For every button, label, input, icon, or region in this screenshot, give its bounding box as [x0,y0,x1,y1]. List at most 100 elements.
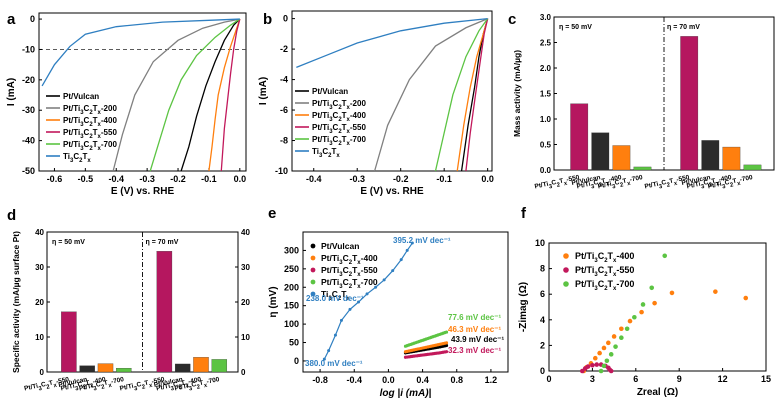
y-tick-label: 6 [540,289,545,299]
legend-label: Ti3C2Tx [312,147,340,159]
data-point [339,318,343,322]
label-part: 3 [594,272,598,278]
legend-label: Pt/Vulcan [63,92,99,101]
label-part: 3 [329,129,333,135]
label-part: -550 [350,123,367,132]
data-point [444,341,449,345]
data-point [590,362,595,368]
data-point [348,307,352,311]
y-tick-label: 1.0 [540,115,552,124]
label-part: C [598,265,605,275]
x-axis-label: Zreal (Ω) [637,387,678,398]
bar [97,363,114,373]
data-point [639,309,644,315]
label-part: Pt/Ti [576,181,591,191]
category-label: Pt/Ti3C2Tx-550 [119,376,166,395]
category-label: Pt/Ti3C2Tx-700 [78,376,125,395]
legend-label: Ti3C2Tx [321,289,350,302]
label-part: -400 [92,376,107,386]
label-part: x [627,181,632,188]
category-label: Pt/Ti3C2Tx-550 [24,376,71,395]
label-part: 3 [594,286,598,292]
label-part: T [608,251,614,261]
y-tick-label: -30 [22,105,35,115]
x-tick-label: -0.1 [201,174,217,184]
legend-swatch [310,279,316,285]
data-point [619,326,624,332]
label-part: 2 [101,384,106,391]
legend-label: Pt/Ti3C2Tx-400 [312,111,366,123]
label-part: -550 [151,376,166,386]
y-tick-label: 1.5 [540,90,552,99]
bar [79,365,95,373]
label-part: x [98,122,102,128]
label-part: Pt/Ti [78,383,93,393]
legend-label: Pt/Ti3C2Tx-400 [63,116,117,128]
label-part: C [333,111,339,120]
label-part: T [342,123,347,132]
y-tick-label: -2 [280,44,288,54]
label-part: 3 [319,153,323,159]
label-part: 3 [38,386,43,393]
bar [612,145,631,171]
data-point [365,292,369,296]
data-point [662,253,668,259]
y-tick-label: 2 [540,340,545,350]
y-tick-label: 40 [35,228,44,237]
label-part: 3 [134,386,139,393]
label-part: Pt/Ti [63,140,80,149]
label-part: Pt/Ti [24,383,39,393]
label-part: T [93,104,98,113]
label-part: 2 [708,182,713,189]
bar [211,359,228,373]
label-part: C [703,179,709,187]
y-axis-label: η (mV) [268,286,279,317]
label-part: 2 [83,384,88,391]
label-part: x [185,383,190,390]
data-point [601,345,607,351]
label-part: 3 [80,122,84,128]
legend-label: Pt/Vulcan [312,87,348,96]
label-part: T [93,140,98,149]
label-part: 3 [339,260,343,266]
data-point [604,358,610,364]
label-part: -400 [188,376,203,386]
label-part: Pt/Ti [63,104,80,113]
data-point [606,340,611,346]
y-tick-label: 10 [535,238,545,248]
category-label: Pt/Ti3C2Tx-400 [60,376,107,395]
label-part: -700 [629,174,644,184]
label-part: -700 [206,376,221,386]
label-part: 2 [178,384,183,391]
data-point [598,368,604,374]
label-part: 2 [338,105,342,111]
slope-annotation: 395.2 mV dec⁻¹ [393,236,451,245]
label-part: 3 [75,386,80,393]
bar [193,357,209,373]
label-part: 2 [196,384,201,391]
label-part: T [608,279,614,289]
category-label: Pt/Ti3C2Tx-400 [576,174,623,193]
label-part: 2 [328,153,332,159]
label-part: T [103,380,108,388]
data-point [619,335,624,341]
label-part: C [333,99,339,108]
x-tick-label: 0.0 [382,375,395,385]
y-tick-label: 10 [35,333,44,342]
y-tick-label: 150 [284,301,299,311]
series-line [465,18,489,172]
label-part: 3 [80,146,84,152]
label-part: 2 [666,182,671,189]
label-part: C [598,251,605,261]
x-tick-label: -0.2 [170,174,186,184]
data-point [652,300,657,306]
legend-swatch [563,253,569,259]
series-line [373,18,488,172]
x-tick-label: -0.3 [349,174,365,184]
label-part: 2 [89,146,93,152]
slope-annotation: 380.0 mV dec⁻¹ [305,359,363,368]
y-tick-label: 4 [540,315,545,325]
data-point [608,368,614,374]
category-label: Pt/Ti3C2Tx-550 [534,174,581,193]
